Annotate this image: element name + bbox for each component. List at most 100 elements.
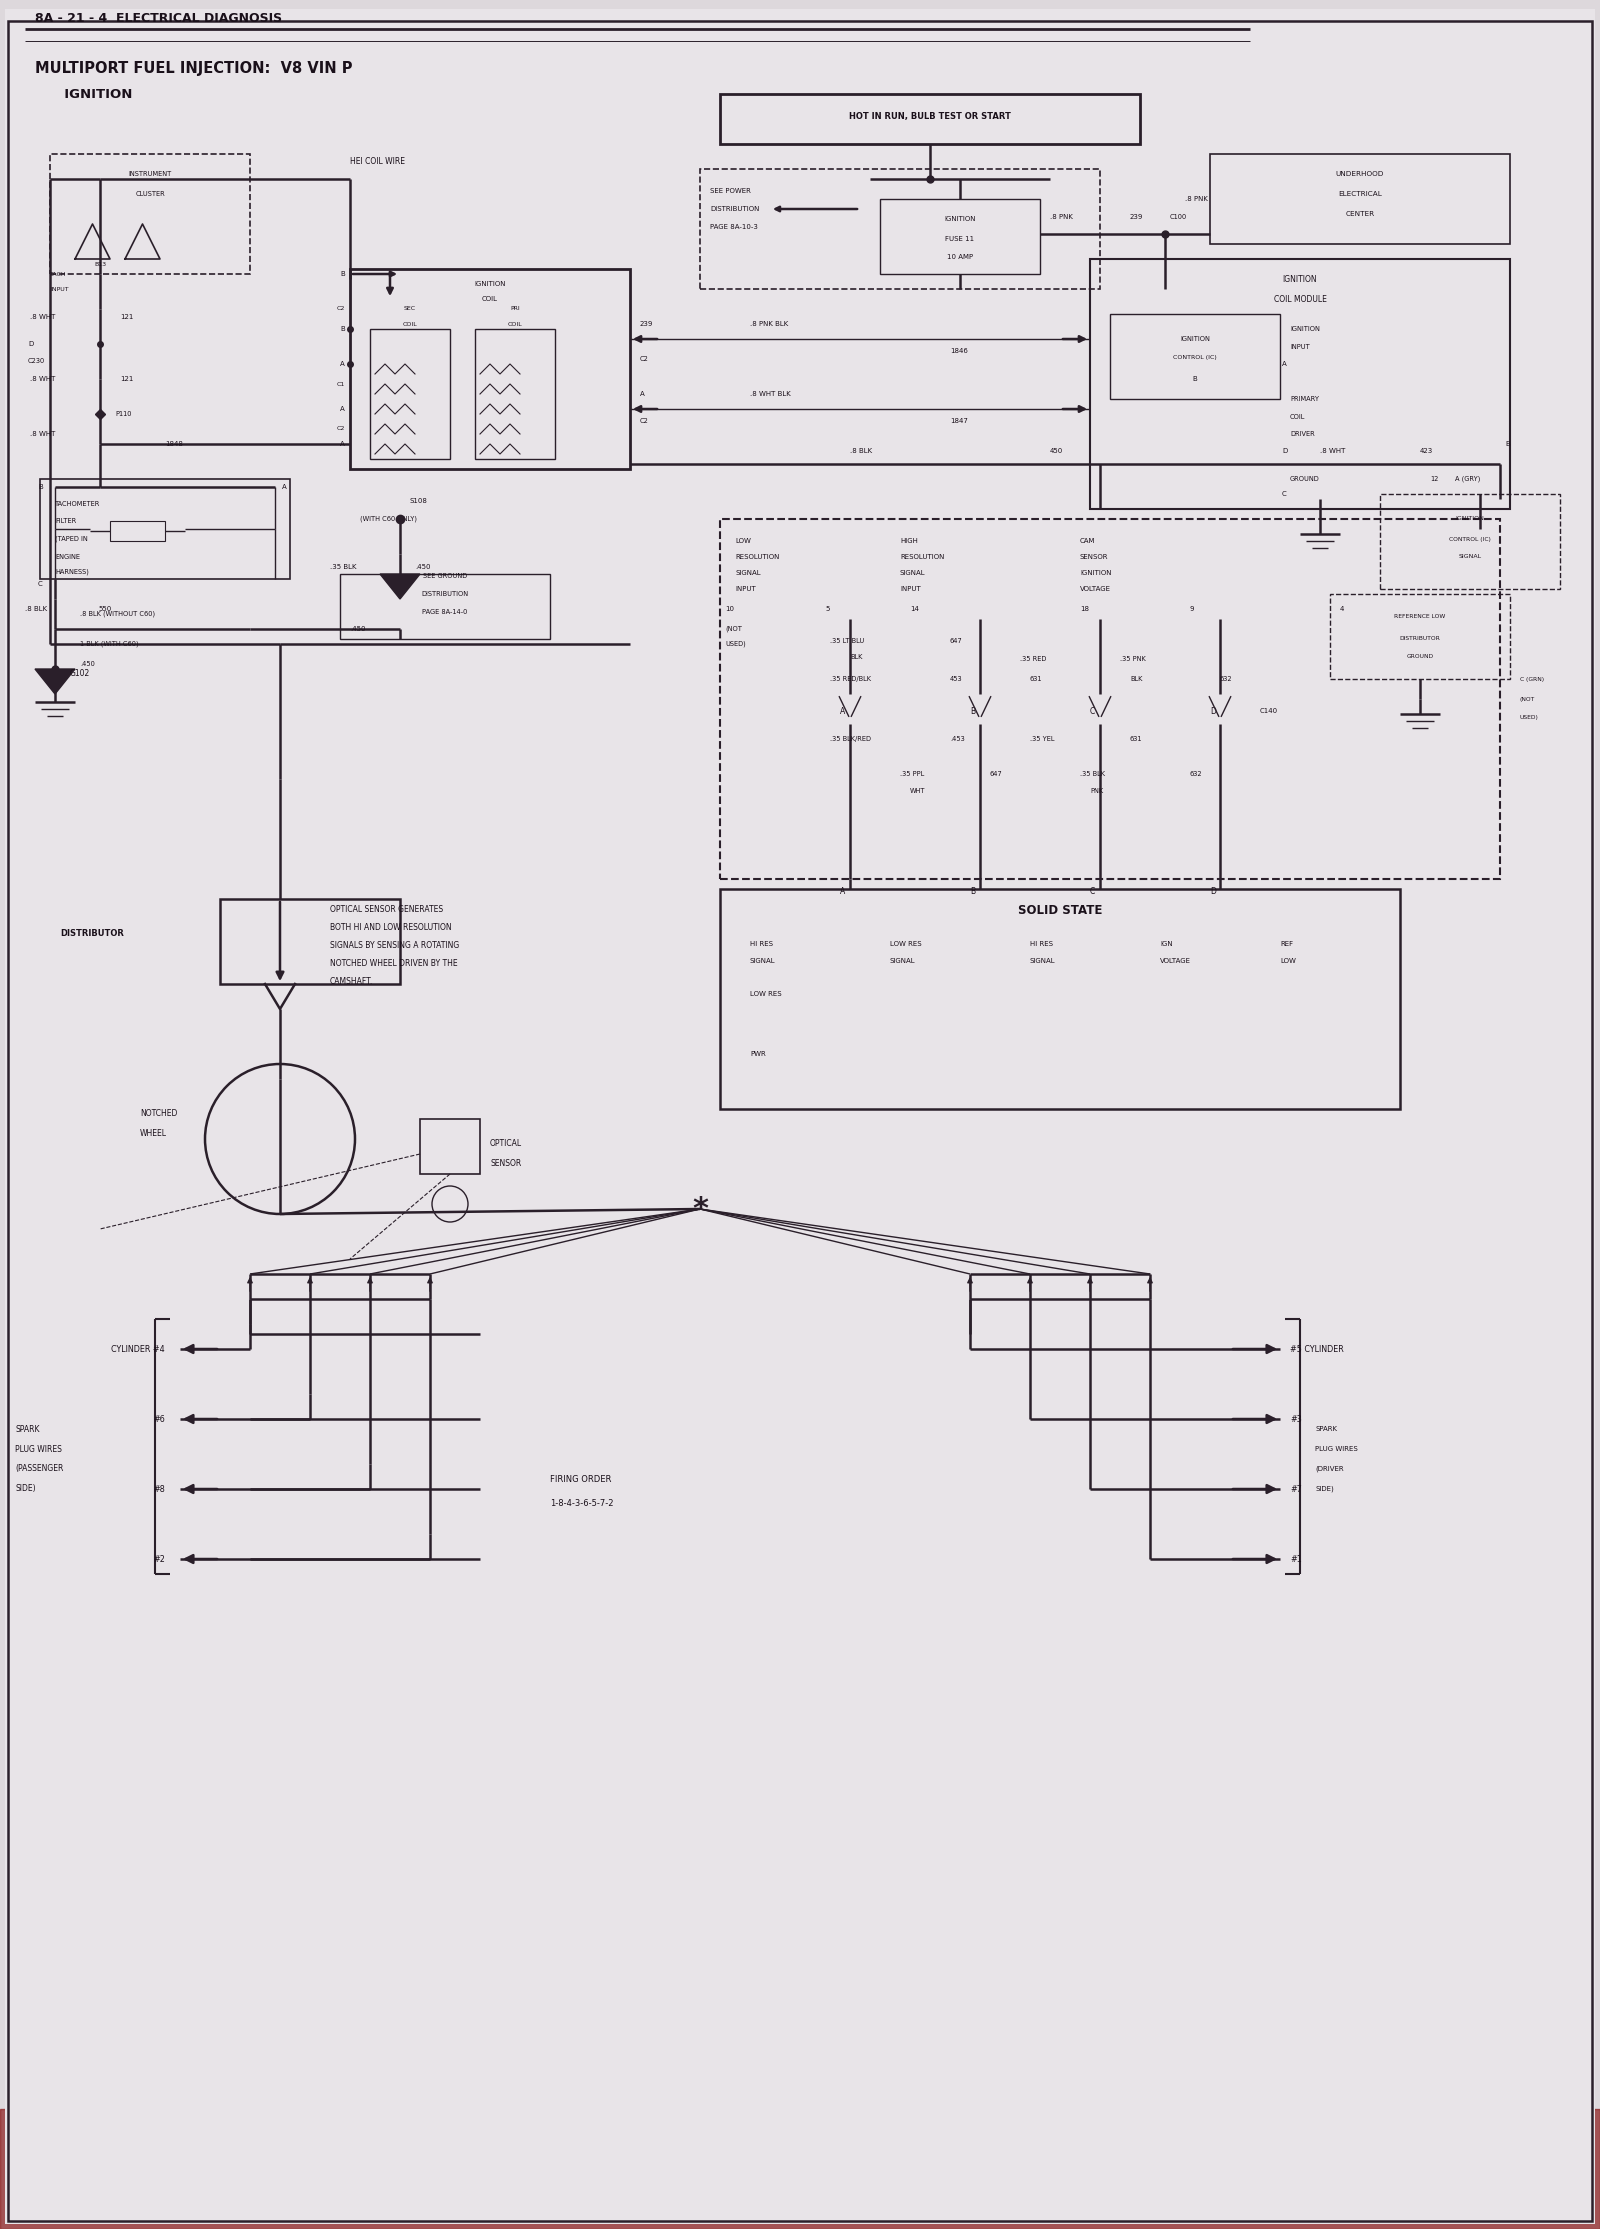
Text: TACH: TACH <box>50 272 67 276</box>
Bar <box>1379 495 1560 588</box>
Text: CONTROL (IC): CONTROL (IC) <box>1173 354 1218 359</box>
Text: 423: 423 <box>1421 448 1434 455</box>
Text: DISTRIBUTOR: DISTRIBUTOR <box>1400 637 1440 642</box>
Bar <box>221 898 400 983</box>
Text: B: B <box>38 484 43 490</box>
Text: PNK: PNK <box>1090 789 1102 794</box>
Text: OPTICAL SENSOR GENERATES: OPTICAL SENSOR GENERATES <box>330 905 443 914</box>
Text: SIGNAL: SIGNAL <box>734 571 760 575</box>
Text: B: B <box>1506 441 1510 448</box>
Text: SIGNAL: SIGNAL <box>899 571 926 575</box>
Text: C2: C2 <box>336 426 346 432</box>
Text: A: A <box>341 406 346 412</box>
Bar <box>370 330 450 459</box>
Text: .8 PNK: .8 PNK <box>1186 196 1208 203</box>
Text: *: * <box>691 1195 707 1224</box>
Text: #3: #3 <box>1290 1415 1302 1424</box>
Text: 121: 121 <box>120 377 133 381</box>
Text: P110: P110 <box>115 410 131 417</box>
Text: LOW RES: LOW RES <box>750 992 782 996</box>
Text: PRI: PRI <box>510 308 520 312</box>
Text: 453: 453 <box>950 675 963 682</box>
Bar <box>350 270 630 468</box>
Text: B: B <box>1192 377 1197 381</box>
Text: 550: 550 <box>98 606 112 613</box>
Text: A: A <box>640 390 645 397</box>
Text: D: D <box>1210 707 1216 716</box>
Text: CAM: CAM <box>1080 537 1096 544</box>
Text: ENGINE: ENGINE <box>54 555 80 559</box>
Text: .453: .453 <box>950 736 965 742</box>
Text: 18: 18 <box>1080 606 1090 613</box>
Text: .35 YEL: .35 YEL <box>1030 736 1054 742</box>
Bar <box>475 330 555 459</box>
Text: .35 BLK: .35 BLK <box>330 564 357 571</box>
Bar <box>1090 259 1510 508</box>
Text: 8A - 21 - 4  ELECTRICAL DIAGNOSIS: 8A - 21 - 4 ELECTRICAL DIAGNOSIS <box>35 13 282 25</box>
Text: A: A <box>840 707 845 716</box>
Text: A: A <box>840 887 845 896</box>
Text: G102: G102 <box>70 669 90 678</box>
Text: IGNITION: IGNITION <box>474 281 506 288</box>
Text: .8 WHT: .8 WHT <box>30 314 56 321</box>
Bar <box>40 479 290 580</box>
Text: .8 PNK: .8 PNK <box>1050 214 1074 221</box>
Text: .8 WHT: .8 WHT <box>30 430 56 437</box>
Text: .8 WHT: .8 WHT <box>1320 448 1346 455</box>
Text: 450: 450 <box>1050 448 1064 455</box>
Text: USED): USED) <box>1520 716 1539 720</box>
Text: 239: 239 <box>1130 214 1144 221</box>
Text: LOW RES: LOW RES <box>890 941 922 947</box>
Bar <box>1110 314 1280 399</box>
Text: WHEEL: WHEEL <box>141 1130 166 1139</box>
Text: BOTH HI AND LOW RESOLUTION: BOTH HI AND LOW RESOLUTION <box>330 923 451 932</box>
Text: SIGNAL: SIGNAL <box>1459 555 1482 559</box>
Text: RESOLUTION: RESOLUTION <box>734 555 779 559</box>
Text: VOLTAGE: VOLTAGE <box>1160 958 1190 963</box>
Text: C100: C100 <box>1170 214 1187 221</box>
Text: 1-8-4-3-6-5-7-2: 1-8-4-3-6-5-7-2 <box>550 1500 613 1509</box>
Text: A: A <box>282 484 286 490</box>
Text: 121: 121 <box>120 314 133 321</box>
Text: 631: 631 <box>1030 675 1043 682</box>
Text: .450: .450 <box>350 626 365 633</box>
Text: SOLID STATE: SOLID STATE <box>1018 905 1102 918</box>
Text: CENTER: CENTER <box>1346 212 1374 216</box>
Text: CONTROL (IC): CONTROL (IC) <box>1450 537 1491 542</box>
Text: .8 WHT: .8 WHT <box>30 377 56 381</box>
Text: HEI COIL WIRE: HEI COIL WIRE <box>350 156 405 165</box>
Text: REFERENCE LOW: REFERENCE LOW <box>1394 615 1446 620</box>
Bar <box>1210 154 1510 243</box>
Text: .450: .450 <box>80 662 94 666</box>
Text: S108: S108 <box>410 497 427 504</box>
Text: SEE GROUND: SEE GROUND <box>422 573 467 580</box>
Text: C: C <box>38 582 43 586</box>
Text: SIDE): SIDE) <box>14 1485 35 1493</box>
Text: DRIVER: DRIVER <box>1290 430 1315 437</box>
Polygon shape <box>381 575 419 600</box>
Text: C: C <box>1090 707 1096 716</box>
Text: 632: 632 <box>1190 771 1203 778</box>
Text: #1: #1 <box>1290 1554 1302 1563</box>
Text: D: D <box>29 341 34 348</box>
Text: (WITH C60 ONLY): (WITH C60 ONLY) <box>360 515 418 522</box>
Text: 1847: 1847 <box>950 419 968 424</box>
Text: .35 RED: .35 RED <box>1021 655 1046 662</box>
Text: C: C <box>1282 490 1286 497</box>
Text: 10 AMP: 10 AMP <box>947 254 973 261</box>
Text: 14: 14 <box>910 606 918 613</box>
Text: HI RES: HI RES <box>1030 941 1053 947</box>
Text: A: A <box>341 441 346 448</box>
Text: INSTRUMENT: INSTRUMENT <box>128 172 171 176</box>
Text: .8 WHT BLK: .8 WHT BLK <box>750 390 790 397</box>
Text: REF: REF <box>1280 941 1293 947</box>
Text: .8 BLK: .8 BLK <box>26 606 46 613</box>
Text: IGNITION: IGNITION <box>1456 517 1485 522</box>
Text: SIGNALS BY SENSING A ROTATING: SIGNALS BY SENSING A ROTATING <box>330 941 459 950</box>
Text: C (GRN): C (GRN) <box>1520 675 1544 682</box>
Text: #2: #2 <box>154 1554 165 1563</box>
Text: 647: 647 <box>990 771 1003 778</box>
Text: IGN: IGN <box>1160 941 1173 947</box>
Text: 5: 5 <box>826 606 829 613</box>
Text: IGNITION: IGNITION <box>1290 325 1320 332</box>
